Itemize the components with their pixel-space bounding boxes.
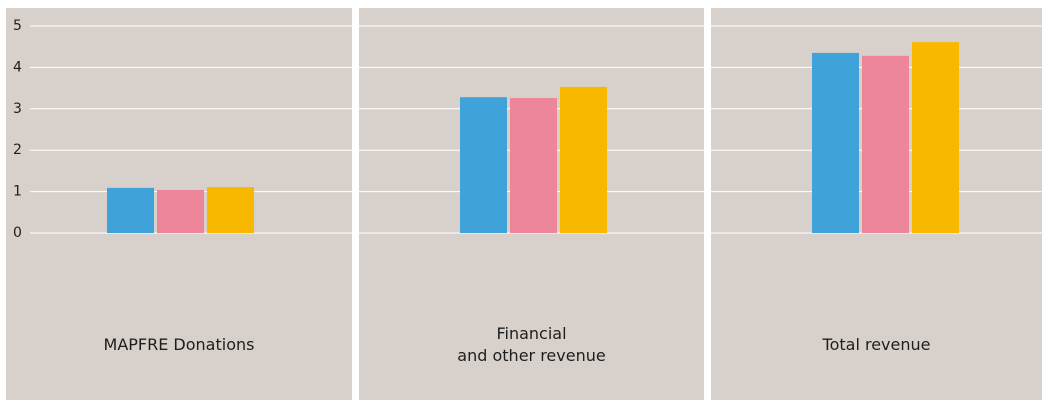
bar [460, 97, 507, 233]
category-label: Financial and other revenue [457, 324, 606, 365]
bar [812, 52, 859, 233]
y-tick-label: 1 [13, 184, 22, 200]
y-tick-label: 3 [13, 101, 22, 117]
bar [862, 55, 909, 233]
y-tick-label: 0 [13, 225, 22, 241]
y-tick-label: 5 [13, 18, 22, 34]
y-tick-label: 4 [13, 59, 22, 75]
bar [157, 189, 204, 233]
category-label: Total revenue [822, 335, 931, 354]
y-tick-label: 2 [13, 142, 22, 158]
bar [510, 98, 557, 233]
bar [207, 187, 254, 233]
bar [560, 86, 607, 233]
bar [912, 42, 959, 234]
category-label: MAPFRE Donations [103, 335, 255, 354]
bar [107, 187, 154, 233]
